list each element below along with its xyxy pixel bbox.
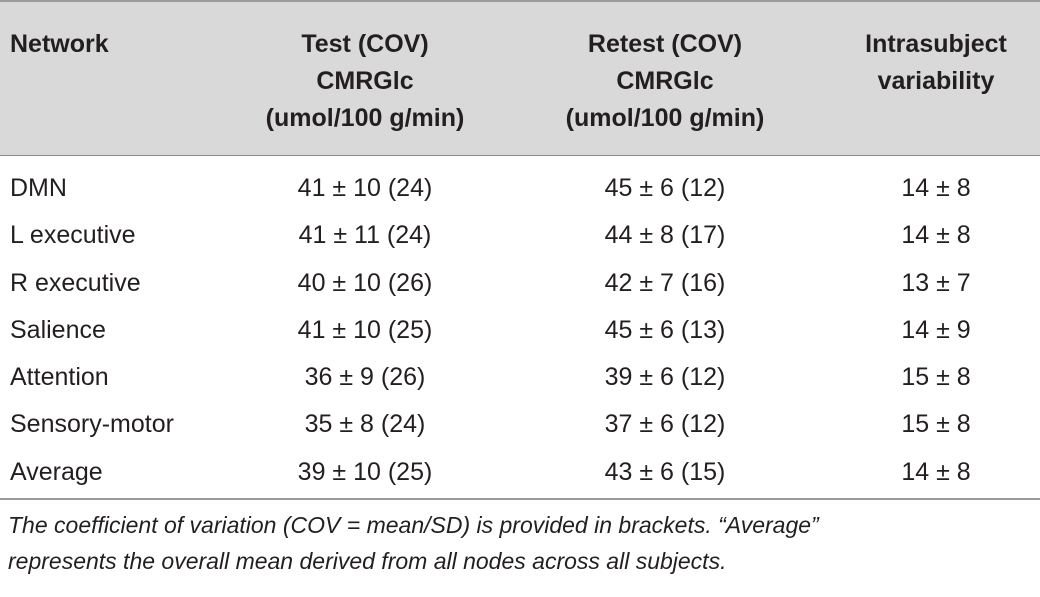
cell-test: 41 ± 11 (24) (298, 221, 432, 250)
table-row: Sensory-motor 35 ± 8 (24) 37 ± 6 (12) 15… (0, 401, 1040, 448)
table-header: Network Test (COV) CMRGlc (umol/100 g/mi… (0, 0, 1040, 155)
table-footnote: The coefficient of variation (COV = mean… (8, 507, 1033, 579)
table-row: Attention 36 ± 9 (26) 39 ± 6 (12) 15 ± 8 (0, 354, 1040, 401)
header-network-line-1: Network (10, 30, 109, 58)
cell-test: 36 ± 9 (26) (304, 363, 426, 392)
header-retest-line-3: (umol/100 g/min) (565, 104, 765, 132)
cell-retest: 37 ± 6 (12) (604, 410, 726, 439)
footnote-line-2: represents the overall mean derived from… (8, 548, 727, 574)
cell-retest: 45 ± 6 (13) (604, 315, 726, 344)
table-row: L executive 41 ± 11 (24) 44 ± 8 (17) 14 … (0, 212, 1040, 259)
table-body: DMN 41 ± 10 (24) 45 ± 6 (12) 14 ± 8 L ex… (0, 165, 1040, 496)
cell-test: 35 ± 8 (24) (304, 410, 426, 439)
table-bottom-rule (0, 498, 1040, 500)
cell-network: Attention (10, 363, 109, 392)
header-intrasubject-line-1: Intrasubject (865, 30, 1007, 58)
table-row: R executive 40 ± 10 (26) 42 ± 7 (16) 13 … (0, 260, 1040, 307)
cell-network: R executive (10, 268, 141, 297)
cell-intrasubject: 14 ± 8 (901, 457, 971, 486)
cell-test: 41 ± 10 (25) (297, 315, 433, 344)
header-network: Network (10, 26, 109, 63)
footnote-line-1: The coefficient of variation (COV = mean… (8, 512, 819, 538)
cell-intrasubject: 14 ± 9 (901, 315, 971, 344)
cell-intrasubject: 14 ± 8 (901, 221, 971, 250)
table-row: Salience 41 ± 10 (25) 45 ± 6 (13) 14 ± 9 (0, 307, 1040, 354)
cell-intrasubject: 15 ± 8 (901, 363, 971, 392)
header-retest-line-2: CMRGlc (616, 67, 714, 95)
table-row: DMN 41 ± 10 (24) 45 ± 6 (12) 14 ± 8 (0, 165, 1040, 212)
header-test-line-1: Test (COV) (301, 30, 429, 58)
cell-intrasubject: 15 ± 8 (901, 410, 971, 439)
cell-retest: 45 ± 6 (12) (604, 174, 726, 202)
cell-network: DMN (10, 174, 67, 202)
cell-network: Average (10, 457, 103, 486)
header-retest: Retest (COV) CMRGlc (umol/100 g/min) (530, 26, 800, 137)
cell-retest: 39 ± 6 (12) (604, 363, 726, 392)
header-retest-line-1: Retest (COV) (587, 30, 743, 58)
cell-retest: 43 ± 6 (15) (604, 457, 726, 486)
cell-intrasubject: 14 ± 8 (901, 174, 971, 202)
cell-network: Salience (10, 315, 106, 344)
header-divider (0, 155, 1040, 156)
cell-test: 41 ± 10 (24) (297, 174, 433, 202)
header-intrasubject: Intrasubject variability (836, 26, 1036, 100)
header-test: Test (COV) CMRGlc (umol/100 g/min) (230, 26, 500, 137)
cell-retest: 42 ± 7 (16) (604, 268, 726, 297)
header-intrasubject-line-2: variability (877, 67, 995, 95)
cell-retest: 44 ± 8 (17) (604, 221, 726, 250)
header-test-line-3: (umol/100 g/min) (265, 104, 465, 132)
table-row: Average 39 ± 10 (25) 43 ± 6 (15) 14 ± 8 (0, 449, 1040, 496)
cell-test: 40 ± 10 (26) (297, 268, 433, 297)
cell-network: Sensory-motor (10, 410, 174, 439)
cell-intrasubject: 13 ± 7 (901, 268, 971, 297)
cell-test: 39 ± 10 (25) (297, 457, 433, 486)
cell-network: L executive (10, 221, 136, 250)
header-test-line-2: CMRGlc (316, 67, 414, 95)
